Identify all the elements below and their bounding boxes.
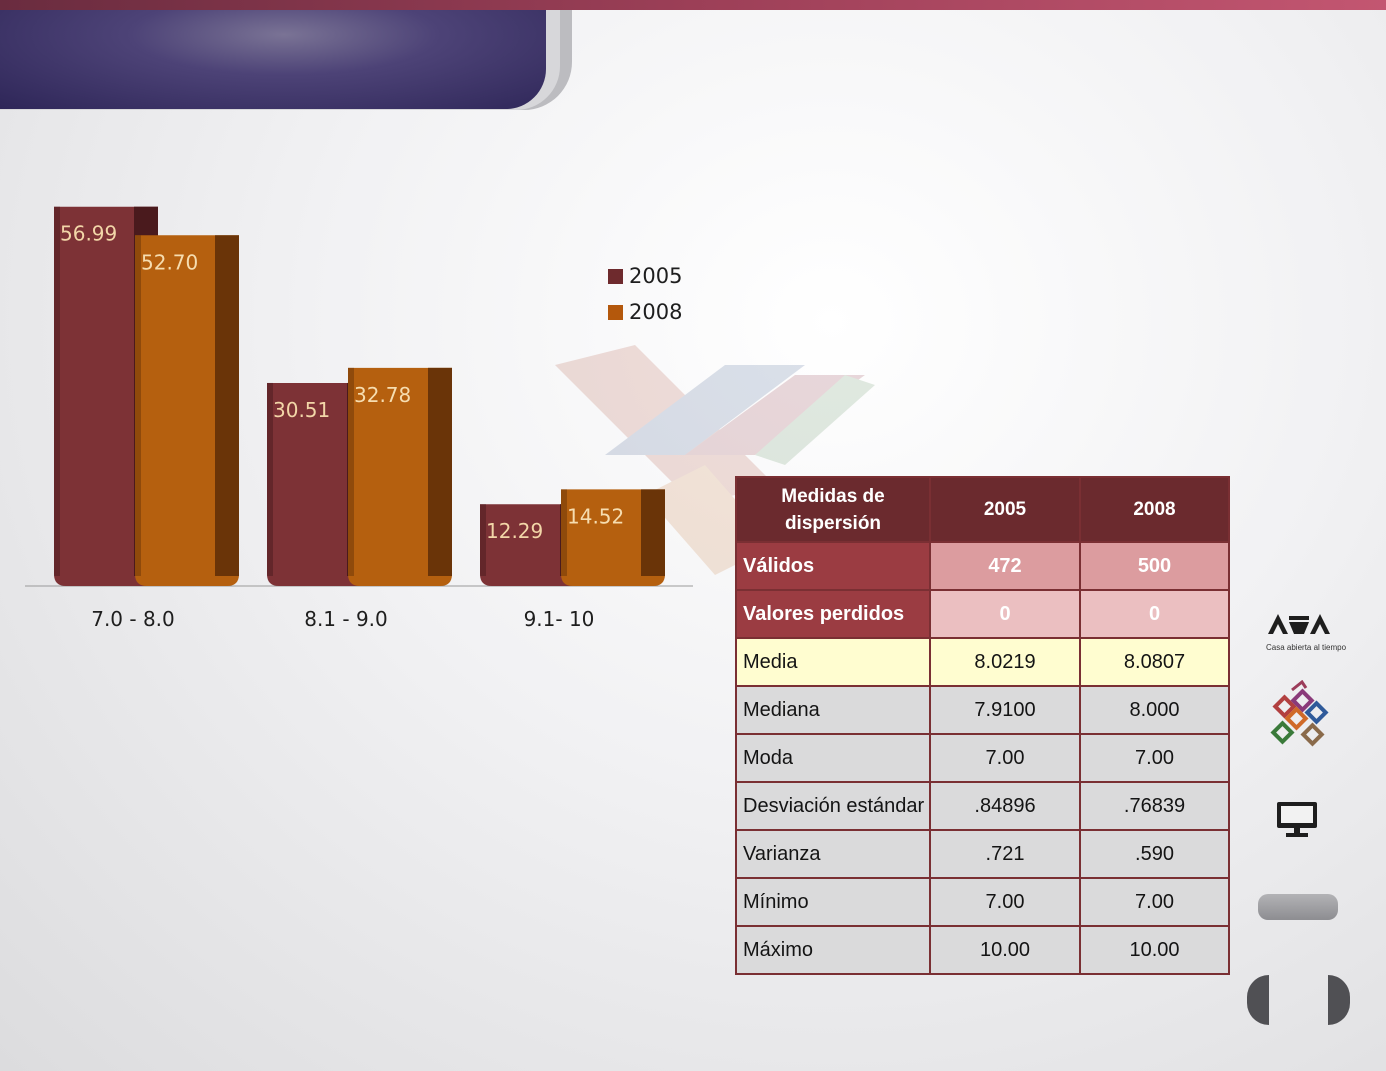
table-row: Varianza .721 .590 — [735, 829, 1230, 879]
cell-2008: 8.0807 — [1079, 637, 1230, 687]
table-row: Valores perdidos 0 0 — [735, 589, 1230, 639]
bar-body — [348, 367, 452, 586]
cell-2005: .84896 — [929, 781, 1081, 831]
row-label: Máximo — [735, 925, 931, 975]
bar-edge-shade — [348, 367, 354, 576]
x-tick-label: 9.1- 10 — [524, 607, 595, 631]
bar-body — [480, 504, 584, 586]
bar-side-shade — [215, 235, 239, 576]
bar-edge-shade — [561, 489, 567, 576]
row-label: Varianza — [735, 829, 931, 879]
table-row: Media 8.0219 8.0807 — [735, 637, 1230, 687]
cell-2005: 7.00 — [929, 733, 1081, 783]
header-2005: 2005 — [929, 476, 1081, 543]
legend-swatch-2008 — [608, 304, 623, 320]
bar-edge-shade — [267, 382, 273, 576]
bar-side-shade — [428, 367, 452, 576]
row-label: Válidos — [735, 541, 931, 591]
legend-item-2005: 2005 — [608, 258, 682, 294]
monitor-icon[interactable] — [1275, 800, 1319, 838]
bar-value-label: 30.51 — [273, 398, 330, 422]
top-accent-band — [0, 0, 1386, 10]
legend-swatch-2005 — [608, 268, 623, 284]
header-2008: 2008 — [1079, 476, 1230, 543]
row-label: Media — [735, 637, 931, 687]
cell-2008: .76839 — [1079, 781, 1230, 831]
row-label: Mínimo — [735, 877, 931, 927]
cell-2005: 0 — [929, 589, 1081, 639]
table-row: Mínimo 7.00 7.00 — [735, 877, 1230, 927]
legend-label: 2008 — [629, 300, 683, 324]
cell-2008: 0 — [1079, 589, 1230, 639]
table-row: Mediana 7.9100 8.000 — [735, 685, 1230, 735]
bar-chart: 56.99 52.70 30.51 32.78 12.29 14.52 7.0 - 8.0… — [25, 206, 693, 631]
x-tick-label: 8.1 - 9.0 — [304, 607, 388, 631]
cell-2008: 7.00 — [1079, 733, 1230, 783]
table-row: Desviación estándar .84896 .76839 — [735, 781, 1230, 831]
colored-squares-logo-icon[interactable] — [1270, 680, 1332, 748]
cell-2008: .590 — [1079, 829, 1230, 879]
table-row: Válidos 472 500 — [735, 541, 1230, 591]
bar-body — [135, 235, 239, 586]
row-label: Mediana — [735, 685, 931, 735]
previous-slide-button[interactable] — [1247, 975, 1269, 1025]
bar-value-label: 14.52 — [567, 504, 624, 528]
x-tick-label: 7.0 - 8.0 — [91, 607, 175, 631]
bar-body — [54, 206, 158, 587]
cell-2005: 8.0219 — [929, 637, 1081, 687]
bar-body — [561, 489, 665, 586]
cell-2005: 10.00 — [929, 925, 1081, 975]
bar-edge-shade — [480, 504, 486, 576]
uam-logo-icon — [1268, 614, 1330, 634]
bar-value-label: 32.78 — [354, 383, 411, 407]
table-row: Máximo 10.00 10.00 — [735, 925, 1230, 975]
table-row: Moda 7.00 7.00 — [735, 733, 1230, 783]
cell-2005: .721 — [929, 829, 1081, 879]
bar-value-label: 52.70 — [141, 250, 198, 274]
cell-2005: 472 — [929, 541, 1081, 591]
cell-2008: 500 — [1079, 541, 1230, 591]
uam-logo[interactable]: Casa abierta al tiempo — [1266, 612, 1347, 652]
bar-edge-shade — [54, 206, 60, 577]
chart-legend: 2005 2008 — [608, 258, 682, 330]
bar-edge-shade — [135, 235, 141, 576]
legend-label: 2005 — [629, 264, 683, 288]
bar-value-label: 56.99 — [60, 222, 117, 246]
uam-caption: Casa abierta al tiempo — [1266, 643, 1347, 652]
bar-2008-1 — [348, 367, 452, 586]
legend-item-2008: 2008 — [608, 294, 682, 330]
gray-menu-button[interactable] — [1258, 894, 1338, 920]
dispersion-table: Medidas de dispersión 2005 2008 Válidos … — [735, 476, 1230, 975]
bar-body — [267, 382, 371, 586]
next-slide-button[interactable] — [1328, 975, 1350, 1025]
bar-value-label: 12.29 — [486, 519, 543, 543]
row-label: Moda — [735, 733, 931, 783]
bar-2008-0 — [135, 235, 239, 586]
cell-2005: 7.00 — [929, 877, 1081, 927]
bar-2008-2 — [561, 489, 665, 586]
cell-2005: 7.9100 — [929, 685, 1081, 735]
row-label: Desviación estándar — [735, 781, 931, 831]
cell-2008: 7.00 — [1079, 877, 1230, 927]
cell-2008: 8.000 — [1079, 685, 1230, 735]
table-header-row: Medidas de dispersión 2005 2008 — [735, 476, 1230, 543]
header-measures: Medidas de dispersión — [735, 476, 931, 543]
title-tab — [0, 10, 546, 109]
row-label: Valores perdidos — [735, 589, 931, 639]
cell-2008: 10.00 — [1079, 925, 1230, 975]
bar-side-shade — [641, 489, 665, 576]
